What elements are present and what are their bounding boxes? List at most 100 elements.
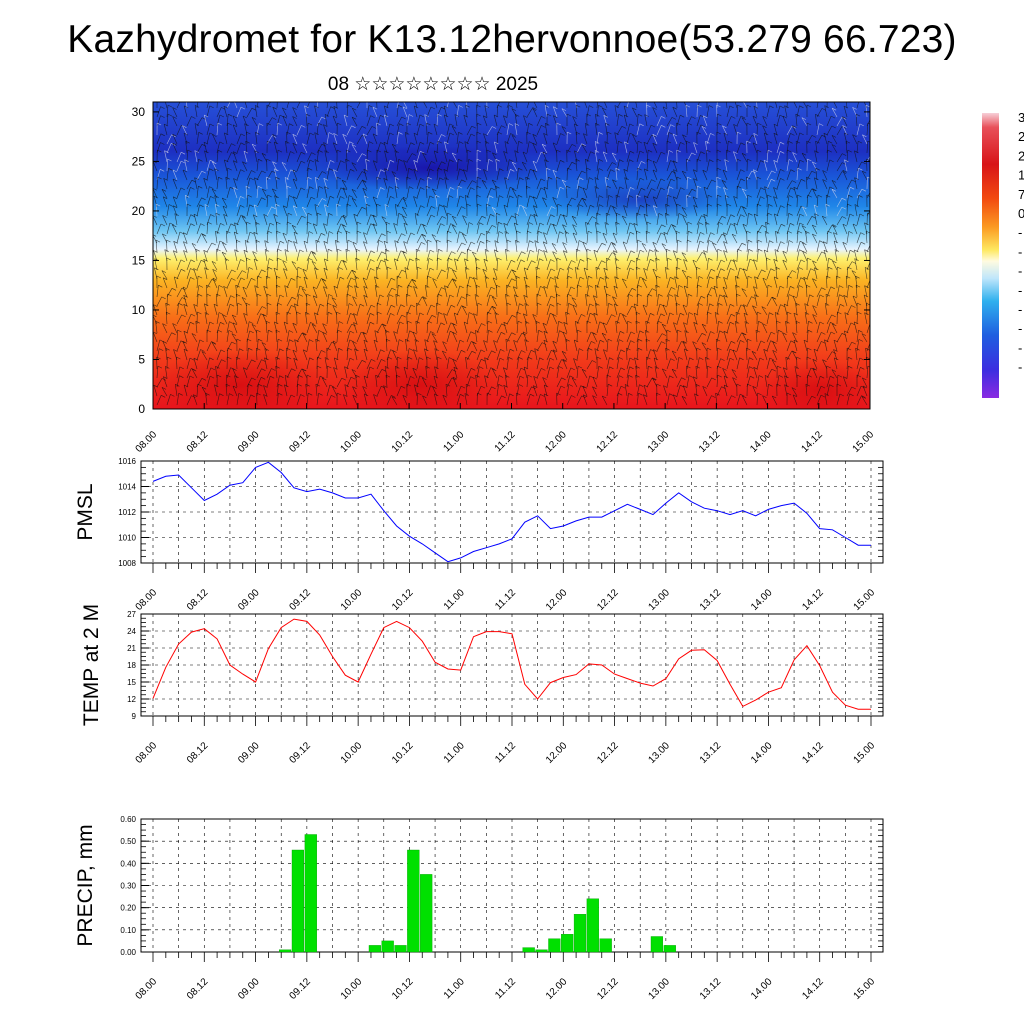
- wind-barb: [246, 204, 250, 217]
- wind-barb-flag: [276, 275, 281, 279]
- wind-barb-flag: [429, 249, 435, 253]
- wind-barb-flag: [248, 347, 253, 351]
- wind-barb: [206, 367, 212, 379]
- colorbar-label: -: [1018, 283, 1022, 298]
- wind-barb: [216, 141, 220, 154]
- wind-barb: [432, 386, 438, 397]
- wind-barb: [426, 250, 431, 262]
- wind-barb-flag: [441, 161, 446, 164]
- wind-barb: [542, 241, 548, 253]
- wind-barb-flag: [582, 385, 587, 389]
- wind-barb-flag: [544, 159, 549, 162]
- wind-barb-flag: [480, 232, 486, 236]
- wind-barb: [652, 268, 658, 280]
- wind-barb-flag: [615, 320, 620, 324]
- wind-barb: [244, 102, 248, 109]
- wind-barb: [586, 313, 591, 325]
- wind-barb: [606, 242, 612, 253]
- wind-barb-flag: [253, 214, 258, 218]
- wind-barb: [594, 150, 598, 163]
- wind-barb-flag: [354, 285, 359, 288]
- wind-barb: [286, 102, 289, 109]
- wind-barb-flag: [760, 196, 765, 199]
- wind-barb-flag: [494, 141, 499, 145]
- wind-barb-flag: [391, 171, 397, 174]
- wind-barb: [396, 314, 403, 325]
- wind-barb-flag: [583, 394, 588, 398]
- wind-barb-flag: [676, 96, 680, 98]
- wind-barb-flag: [633, 223, 638, 226]
- wind-barb: [594, 186, 598, 199]
- wind-barb: [206, 376, 211, 388]
- wind-barb: [496, 195, 500, 208]
- wind-barb-flag: [463, 169, 468, 172]
- wind-barb-flag: [185, 140, 190, 144]
- wind-barb: [162, 323, 168, 334]
- wind-barb-flag: [449, 132, 455, 136]
- wind-barb: [622, 278, 628, 289]
- wind-barb: [566, 267, 570, 280]
- wind-barb: [812, 359, 818, 370]
- wind-barb: [306, 152, 312, 163]
- wind-barb-flag: [484, 276, 490, 279]
- wind-barb: [384, 258, 388, 271]
- wind-barb: [356, 304, 361, 316]
- wind-barb-flag: [792, 125, 797, 128]
- wind-barb: [236, 214, 242, 226]
- wind-barb: [573, 358, 578, 370]
- wind-barb: [676, 341, 682, 352]
- wind-barb: [362, 133, 368, 145]
- wind-barb: [183, 105, 188, 118]
- wind-barb-flag: [677, 329, 682, 333]
- wind-barb: [736, 249, 738, 262]
- wind-barb-flag: [372, 223, 378, 227]
- wind-barb: [456, 195, 461, 208]
- wind-barb-flag: [741, 117, 747, 120]
- wind-barb-flag: [468, 159, 473, 162]
- wind-barb-flag: [541, 116, 546, 119]
- wind-barb-flag: [297, 266, 303, 270]
- wind-barb: [356, 126, 363, 136]
- wind-barb-flag: [525, 176, 530, 180]
- wind-barb-flag: [566, 149, 571, 153]
- wind-barb: [723, 232, 728, 244]
- wind-barb: [836, 126, 843, 136]
- wind-barb: [166, 114, 169, 127]
- wind-barb: [306, 196, 312, 208]
- wind-barb-flag: [497, 104, 502, 108]
- wind-barb-flag: [251, 143, 257, 147]
- wind-barb-flag: [655, 284, 660, 288]
- wind-barb: [332, 386, 338, 397]
- wind-barb-flag: [236, 239, 241, 243]
- wind-barb: [796, 259, 802, 271]
- wind-barb-flag: [233, 98, 237, 100]
- wind-barb-flag: [431, 206, 436, 209]
- wind-barb-flag: [707, 365, 712, 369]
- wind-barb-flag: [271, 206, 276, 210]
- wind-barb-flag: [514, 222, 519, 226]
- wind-barb: [773, 196, 778, 208]
- wind-barb-flag: [381, 216, 386, 219]
- wind-barb-flag: [267, 230, 273, 234]
- wind-barb-flag: [506, 284, 511, 288]
- wind-barb-flag: [465, 104, 470, 108]
- wind-barb-flag: [623, 169, 628, 172]
- wind-barb: [386, 357, 389, 370]
- wind-barb-flag: [249, 204, 254, 208]
- wind-barb-flag: [760, 160, 765, 163]
- wind-barb-flag: [841, 197, 847, 201]
- wind-barb: [806, 395, 813, 406]
- wind-barb-flag: [740, 169, 745, 172]
- wind-barb: [506, 159, 510, 172]
- wind-barb: [186, 149, 188, 163]
- wind-barb-flag: [665, 203, 670, 207]
- wind-barb: [461, 305, 468, 316]
- wind-barb-flag: [501, 395, 506, 399]
- wind-barb: [386, 294, 390, 307]
- wind-barb: [283, 321, 288, 334]
- wind-barb-flag: [731, 395, 736, 398]
- wind-barb-flag: [543, 250, 548, 253]
- wind-barb-flag: [510, 133, 515, 136]
- wind-barb-flag: [342, 214, 348, 218]
- wind-barb: [503, 205, 508, 217]
